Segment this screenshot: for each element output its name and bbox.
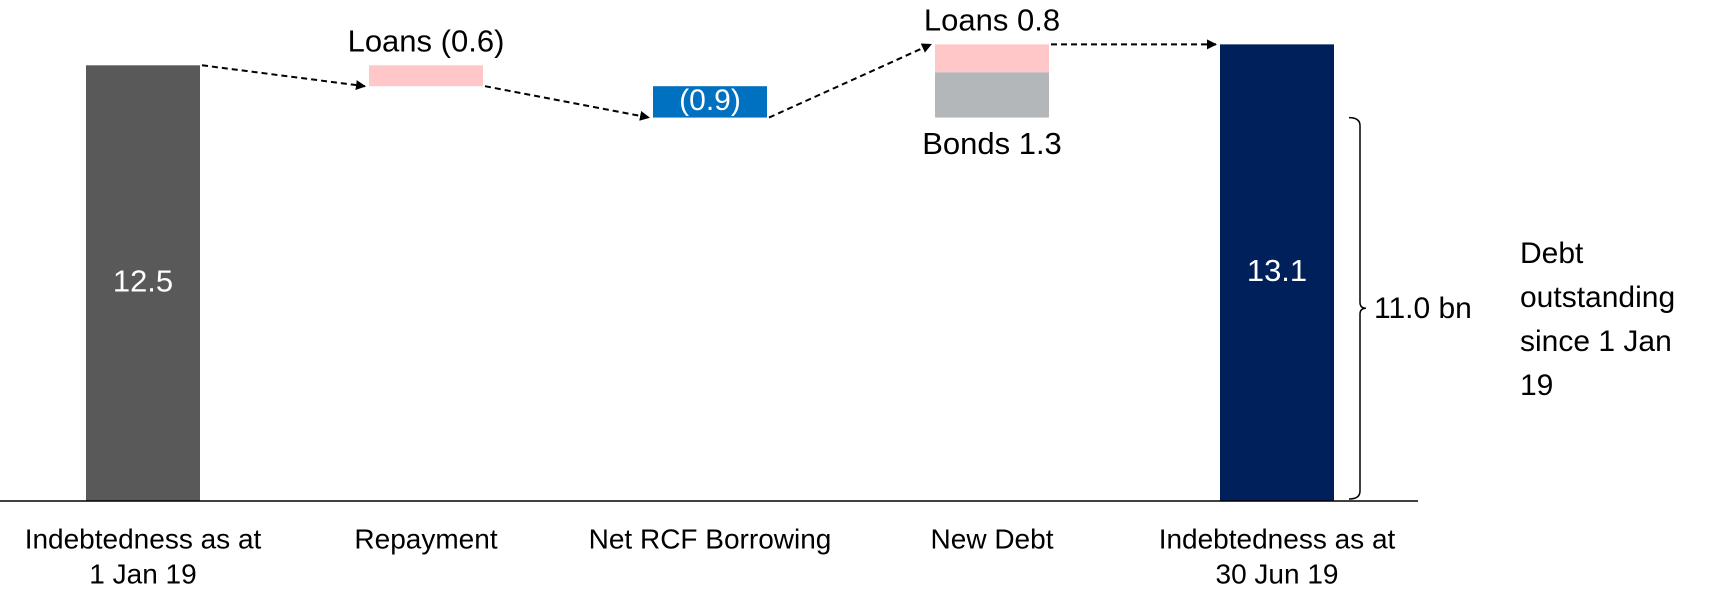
data-label: Loans 0.8 xyxy=(924,3,1060,38)
x-tick-label: Indebtedness as at xyxy=(25,523,262,554)
bar-segment xyxy=(653,86,767,118)
connector xyxy=(201,64,366,91)
data-label: (0.9) xyxy=(679,84,741,117)
brace xyxy=(1348,116,1367,500)
bar-segment xyxy=(1220,44,1334,501)
bar-segment xyxy=(935,72,1049,118)
x-tick-label: Repayment xyxy=(354,523,497,554)
bar-segment xyxy=(369,65,483,87)
connector xyxy=(768,43,932,119)
x-tick-label: 1 Jan 19 xyxy=(89,558,196,589)
connector xyxy=(484,85,650,121)
bar-segment xyxy=(935,44,1049,73)
note: Debt xyxy=(1520,237,1584,270)
data-label: Bonds 1.3 xyxy=(922,126,1062,161)
x-tick-label: 30 Jun 19 xyxy=(1216,558,1339,589)
note: since 1 Jan xyxy=(1520,325,1672,358)
data-label: Loans (0.6) xyxy=(348,23,505,58)
note: 19 xyxy=(1520,369,1553,402)
x-tick-label: Net RCF Borrowing xyxy=(589,523,832,554)
brace-label: 11.0 bn xyxy=(1374,292,1472,325)
x-tick-label: Indebtedness as at xyxy=(1159,523,1396,554)
x-tick-label: New Debt xyxy=(931,523,1054,554)
data-label: 13.1 xyxy=(1247,253,1307,288)
data-label: 12.5 xyxy=(113,263,173,298)
note: outstanding xyxy=(1520,281,1675,314)
bar-segment xyxy=(86,65,200,502)
